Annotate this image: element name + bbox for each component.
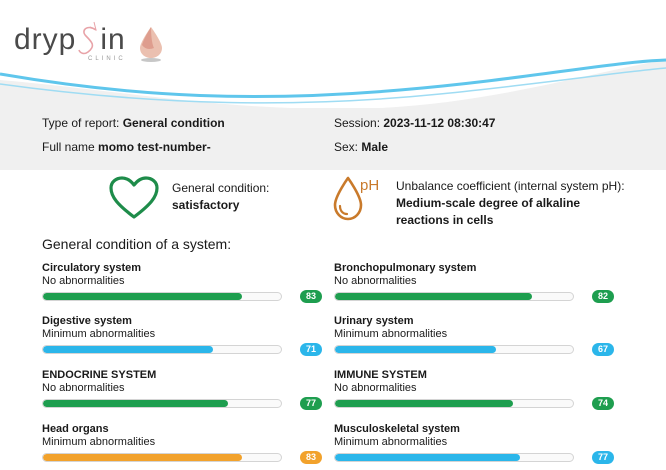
system-score-badge: 71 xyxy=(300,343,322,356)
drop-icon xyxy=(139,27,162,62)
system-name: IMMUNE SYSTEM xyxy=(334,369,427,381)
system-status: No abnormalities xyxy=(42,275,125,287)
logo-subtitle: CLINIC xyxy=(88,56,126,62)
section-title: General condition of a system: xyxy=(42,236,232,252)
info-band xyxy=(0,108,666,170)
system-score-badge: 77 xyxy=(300,397,322,410)
system-name: Urinary system xyxy=(334,315,414,327)
system-score-badge: 83 xyxy=(300,290,322,303)
report-type-label: Type of report: xyxy=(42,116,120,130)
system-progress-track xyxy=(334,453,574,462)
system-name: Circulatory system xyxy=(42,262,142,274)
system-status: No abnormalities xyxy=(42,382,125,394)
report-type-value: General condition xyxy=(122,116,225,130)
system-score-badge: 82 xyxy=(592,290,614,303)
system-status: Minimum abnormalities xyxy=(334,328,448,340)
logo-text-end: in xyxy=(100,23,126,56)
general-condition-value: satisfactory xyxy=(172,198,240,212)
general-condition: General condition: satisfactory xyxy=(172,180,269,214)
unbalance-value-line1: Medium-scale degree of alkaline xyxy=(396,196,581,210)
system-score-badge: 77 xyxy=(592,451,614,464)
system-item: Circulatory system No abnormalities 83 xyxy=(42,262,342,303)
header-wave xyxy=(0,58,666,114)
sex: Sex: Male xyxy=(334,140,388,154)
logo-text-start: dryp xyxy=(14,23,77,56)
system-item: ENDOCRINE SYSTEM No abnormalities 77 xyxy=(42,369,342,410)
system-name: ENDOCRINE SYSTEM xyxy=(42,369,157,381)
system-status: Minimum abnormalities xyxy=(42,436,156,448)
general-condition-label: General condition: xyxy=(172,181,270,195)
system-progress-fill xyxy=(335,400,513,407)
session: Session: 2023-11-12 08:30:47 xyxy=(334,116,495,130)
full-name: Full name momo test-number- xyxy=(42,140,211,154)
system-status: Minimum abnormalities xyxy=(334,436,448,448)
system-progress-fill xyxy=(43,346,213,353)
unbalance-coefficient: Unbalance coefficient (internal system p… xyxy=(396,178,625,229)
ph-drop-icon: pH xyxy=(333,176,379,221)
logo-s-icon xyxy=(78,21,98,55)
system-progress-fill xyxy=(335,454,520,461)
system-progress-fill xyxy=(335,293,532,300)
session-value: 2023-11-12 08:30:47 xyxy=(383,116,496,130)
system-progress-fill xyxy=(43,400,228,407)
system-item: IMMUNE SYSTEM No abnormalities 74 xyxy=(334,369,634,410)
system-item: Bronchopulmonary system No abnormalities 8… xyxy=(334,262,634,303)
system-score-badge: 67 xyxy=(592,343,614,356)
system-progress-fill xyxy=(335,346,496,353)
system-progress-track xyxy=(42,453,282,462)
sex-value: Male xyxy=(361,140,389,154)
report-header: dryp in CLINIC Type of report: General c… xyxy=(0,0,666,170)
drypskin-logo: dryp in CLINIC xyxy=(14,21,168,72)
system-name: Digestive system xyxy=(42,315,132,327)
system-item: Urinary system Minimum abnormalities 67 xyxy=(334,315,634,356)
system-score-badge: 74 xyxy=(592,397,614,410)
system-status: No abnormalities xyxy=(334,382,417,394)
system-name: Musculoskeletal system xyxy=(334,423,460,435)
system-score-badge: 83 xyxy=(300,451,322,464)
system-progress-track xyxy=(334,292,574,301)
system-progress-track xyxy=(42,345,282,354)
unbalance-value-line2: reactions in cells xyxy=(396,213,494,227)
system-status: Minimum abnormalities xyxy=(42,328,156,340)
system-progress-fill xyxy=(43,454,242,461)
system-status: No abnormalities xyxy=(334,275,417,287)
ph-icon-text: pH xyxy=(360,177,379,194)
system-item: Musculoskeletal system Minimum abnormalit… xyxy=(334,423,634,464)
full-name-value: momo test-number- xyxy=(98,140,211,154)
sex-label: Sex: xyxy=(334,140,359,154)
system-progress-track xyxy=(334,399,574,408)
system-item: Digestive system Minimum abnormalities 71 xyxy=(42,315,342,356)
system-item: Head organs Minimum abnormalities 83 xyxy=(42,423,342,464)
heart-icon xyxy=(109,176,159,219)
system-progress-fill xyxy=(43,293,242,300)
unbalance-label: Unbalance coefficient (internal system p… xyxy=(396,179,625,193)
system-progress-track xyxy=(42,292,282,301)
system-name: Bronchopulmonary system xyxy=(334,262,477,274)
system-name: Head organs xyxy=(42,423,109,435)
system-progress-track xyxy=(334,345,574,354)
report-type: Type of report: General condition xyxy=(42,116,225,130)
system-progress-track xyxy=(42,399,282,408)
full-name-label: Full name xyxy=(42,140,95,154)
session-label: Session: xyxy=(334,116,381,130)
